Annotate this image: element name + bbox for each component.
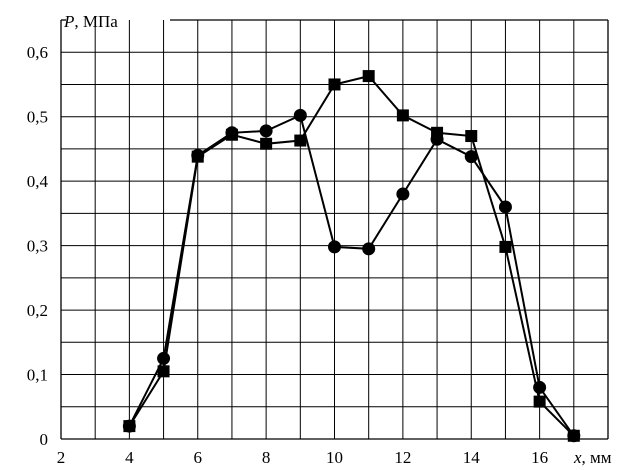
data-point-square: [465, 130, 478, 143]
series-line-square: [128, 74, 575, 437]
y-tick-label: 0,2: [27, 301, 48, 320]
x-tick-label: 2: [57, 448, 66, 467]
x-tick-label: 6: [194, 448, 203, 467]
data-point-circle: [498, 200, 512, 214]
x-tick-label: 14: [463, 448, 481, 467]
data-point-square: [431, 126, 444, 139]
data-point-circle: [157, 351, 171, 365]
data-point-circle: [328, 240, 341, 254]
data-point-circle: [396, 187, 410, 201]
data-point-circle: [362, 242, 376, 256]
data-point-square: [328, 78, 341, 91]
y-tick-label: 0,6: [27, 43, 48, 62]
x-axis-symbol: x: [573, 448, 582, 467]
y-tick-label: 0,5: [27, 108, 48, 127]
data-point-circle: [293, 108, 307, 122]
series-square: [123, 70, 580, 442]
y-tick-label: 0,1: [27, 366, 48, 385]
y-axis-symbol: P: [63, 12, 74, 31]
data-point-square: [157, 365, 170, 378]
series-group: [122, 70, 581, 443]
grid: [61, 20, 608, 439]
data-point-square: [260, 137, 273, 150]
tick-labels: 2 4 6 8 10 12 14 16 0 0,1 0,2 0,3 0,4 0,5 0,6: [27, 43, 548, 467]
data-point-square: [533, 395, 546, 408]
y-tick-label: 0: [40, 430, 49, 449]
data-point-square: [191, 150, 204, 163]
x-tick-label: 4: [125, 448, 134, 467]
data-point-square: [362, 70, 375, 83]
data-point-square: [123, 420, 136, 433]
y-tick-label: 0,3: [27, 237, 48, 256]
x-tick-label: 8: [262, 448, 271, 467]
data-point-square: [567, 429, 580, 442]
x-tick-label: 16: [531, 448, 548, 467]
x-axis-title: x, мм: [573, 448, 612, 467]
data-point-square: [294, 134, 307, 147]
data-point-circle: [259, 124, 273, 138]
x-tick-label: 10: [326, 448, 343, 467]
y-tick-label: 0,4: [27, 172, 49, 191]
y-axis-unit: , МПа: [74, 12, 118, 31]
y-axis-title: P, МПа: [63, 12, 118, 31]
x-axis-unit: , мм: [582, 448, 612, 467]
data-point-square: [396, 109, 409, 122]
data-point-circle: [464, 150, 478, 164]
data-point-square: [499, 240, 512, 253]
plot-frame: [60, 19, 609, 440]
x-tick-label: 12: [394, 448, 411, 467]
data-point-square: [225, 128, 238, 141]
